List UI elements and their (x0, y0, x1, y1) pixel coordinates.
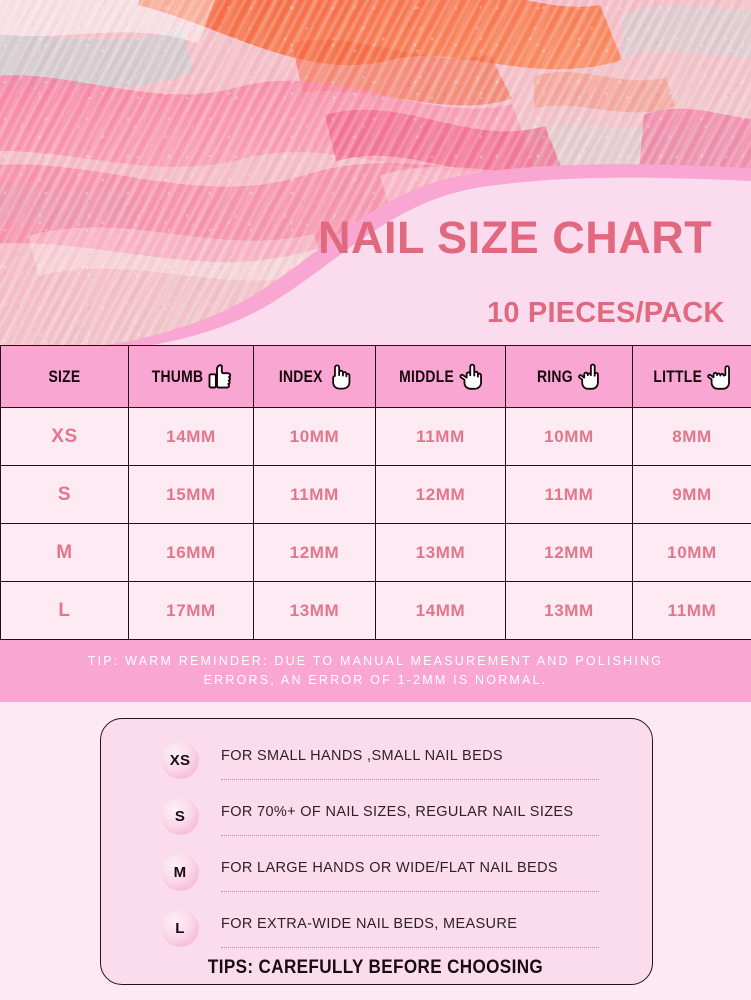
value-little: 10MM (667, 542, 717, 562)
cell-index: 12MM (253, 523, 376, 582)
page-title: NAIL SIZE CHART (318, 212, 713, 263)
value-ring: 11MM (544, 484, 594, 504)
value-thumb: 17MM (166, 600, 216, 620)
cell-ring: 12MM (505, 523, 633, 582)
value-middle: 12MM (415, 484, 466, 504)
cell-index: 13MM (253, 581, 376, 640)
cell-thumb: 14MM (128, 407, 254, 466)
cell-ring: 13MM (505, 581, 633, 640)
legend-divider (221, 779, 599, 780)
header-label-size: SIZE (48, 366, 81, 386)
cell-middle: 14MM (375, 581, 506, 640)
legend-description-m: FOR LARGE HANDS OR WIDE/FLAT NAIL BEDS (221, 860, 558, 876)
legend-description-xs: FOR SMALL HANDS ,SMALL NAIL BEDS (221, 748, 503, 764)
legend-badge-xs: XS (161, 741, 199, 779)
value-thumb: 15MM (166, 484, 216, 504)
legend-divider (221, 835, 599, 836)
value-little: 11MM (667, 600, 717, 620)
table-header-thumb: THUMB (128, 345, 254, 408)
cell-size: L (0, 581, 129, 640)
cell-index: 10MM (253, 407, 376, 466)
cell-little: 9MM (632, 465, 751, 524)
cell-thumb: 17MM (128, 581, 254, 640)
table-header-middle: MIDDLE (375, 345, 506, 408)
table-row: XS 14MM 10MM 11MM 10MM 8MM (0, 407, 751, 466)
header-label-ring: RING (537, 366, 573, 386)
table-row: S 15MM 11MM 12MM 11MM 9MM (0, 465, 751, 524)
table-header-size: SIZE (0, 345, 129, 408)
index-finger-icon (327, 363, 353, 391)
cell-ring: 11MM (505, 465, 633, 524)
cell-size: M (0, 523, 129, 582)
cell-little: 8MM (632, 407, 751, 466)
value-ring: 12MM (544, 542, 594, 562)
curved-pink-panel (92, 164, 751, 350)
cell-size: XS (0, 407, 129, 466)
cell-middle: 12MM (375, 465, 506, 524)
header-label-little: LITTLE (653, 366, 703, 386)
value-little: 8MM (672, 426, 712, 446)
size-label: XS (51, 425, 78, 447)
legend-description-s: FOR 70%+ OF NAIL SIZES, REGULAR NAIL SIZ… (221, 804, 574, 820)
value-middle: 11MM (416, 426, 465, 446)
legend-divider (221, 891, 599, 892)
cell-ring: 10MM (505, 407, 633, 466)
cell-middle: 13MM (375, 523, 506, 582)
page-subtitle: 10 PIECES/PACK (487, 297, 725, 329)
legend-box: XS FOR SMALL HANDS ,SMALL NAIL BEDS S FO… (100, 718, 653, 985)
table-header-row: SIZE THUMB INDEX (0, 345, 751, 408)
legend-description-l: FOR EXTRA-WIDE NAIL BEDS, MEASURE (221, 916, 518, 932)
cell-little: 10MM (632, 523, 751, 582)
table-header-ring: RING (505, 345, 633, 408)
cell-little: 11MM (632, 581, 751, 640)
header-label-middle: MIDDLE (399, 366, 455, 386)
value-index: 13MM (289, 600, 340, 620)
value-ring: 13MM (544, 600, 594, 620)
cell-middle: 11MM (375, 407, 506, 466)
value-thumb: 16MM (166, 542, 216, 562)
value-index: 11MM (290, 484, 339, 504)
table-row: L 17MM 13MM 14MM 13MM 11MM (0, 581, 751, 640)
thumbs-up-icon (207, 363, 233, 391)
value-little: 9MM (672, 484, 712, 504)
cell-thumb: 16MM (128, 523, 254, 582)
value-index: 12MM (289, 542, 340, 562)
ring-finger-icon (577, 363, 603, 391)
legend-divider (221, 947, 599, 948)
legend-badge-s: S (161, 797, 199, 835)
legend-footer-text: TIPS: CAREFULLY BEFORE CHOOSING (207, 957, 544, 978)
table-header-little: LITTLE (632, 345, 751, 408)
size-label: M (56, 541, 73, 563)
cell-size: S (0, 465, 129, 524)
legend-badge-l: L (161, 909, 199, 947)
header-label-thumb: THUMB (151, 366, 203, 386)
middle-finger-icon (458, 363, 484, 391)
little-finger-icon (707, 363, 733, 391)
legend-badge-m: M (161, 853, 199, 891)
size-label: L (58, 599, 71, 621)
size-label: S (57, 483, 72, 505)
value-index: 10MM (289, 426, 340, 446)
value-middle: 14MM (415, 600, 466, 620)
value-middle: 13MM (415, 542, 466, 562)
tip-banner: TIP: WARM REMINDER: DUE TO MANUAL MEASUR… (0, 640, 751, 702)
tip-banner-text: TIP: WARM REMINDER: DUE TO MANUAL MEASUR… (87, 653, 664, 687)
table-row: M 16MM 12MM 13MM 12MM 10MM (0, 523, 751, 582)
nail-size-table: SIZE THUMB INDEX (0, 345, 751, 640)
cell-thumb: 15MM (128, 465, 254, 524)
cell-index: 11MM (253, 465, 376, 524)
value-thumb: 14MM (166, 426, 216, 446)
value-ring: 10MM (544, 426, 594, 446)
table-header-index: INDEX (253, 345, 376, 408)
header-label-index: INDEX (278, 366, 323, 386)
